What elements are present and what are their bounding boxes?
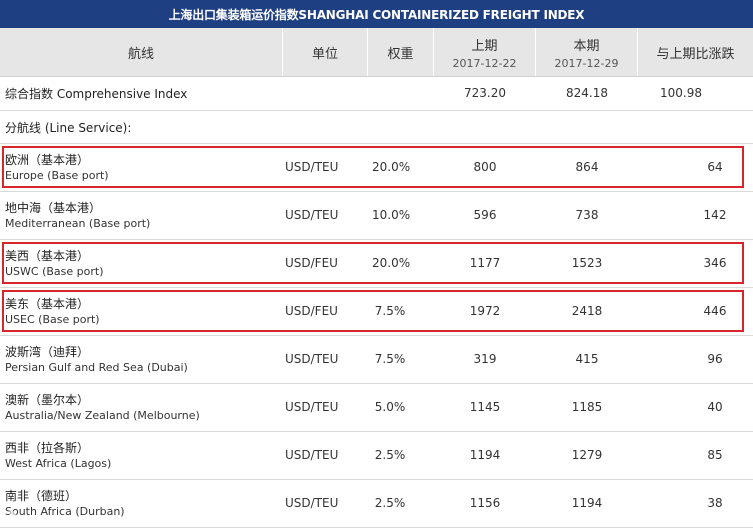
route-prev: 800 (473, 160, 497, 174)
section-row: 分航线 (Line Service): (0, 111, 753, 144)
route-curr: 864 (575, 160, 599, 174)
table-title: 上海出口集装箱运价指数SHANGHAI CONTAINERIZED FREIGH… (0, 0, 753, 28)
table-header: 航线 单位 权重 上期 2017-12-22 本期 2017-12-29 与上期… (0, 28, 753, 77)
route-name-en: USEC (Base port) (5, 313, 100, 326)
route-name: 欧洲（基本港） Europe (Base port) (5, 152, 109, 184)
route-prev: 596 (473, 208, 497, 222)
route-name-cn: 欧洲（基本港） (5, 153, 90, 167)
header-previous-label: 上期 (471, 38, 498, 54)
route-prev: 1177 (469, 256, 501, 270)
header-weight-label: 权重 (387, 46, 414, 62)
route-row: 美东（基本港） USEC (Base port) USD/FEU 7.5% 1972 24… (0, 288, 753, 336)
route-name: 美西（基本港） USWC (Base port) (5, 248, 104, 280)
route-weight: 20.0% (372, 256, 411, 270)
route-prev: 1145 (469, 400, 501, 414)
composite-curr: 824.18 (566, 86, 608, 100)
route-name-cn: 南非（德班） (5, 489, 78, 503)
route-name: 澳新（墨尔本） Australia/New Zealand (Melbourne) (5, 392, 200, 424)
route-change: 346 (703, 256, 727, 270)
route-change: 142 (703, 208, 727, 222)
route-row: 地中海（基本港） Mediterranean (Base port) USD/TEU… (0, 192, 753, 240)
route-row: 澳新（墨尔本） Australia/New Zealand (Melbourne)… (0, 384, 753, 432)
highlight-box (2, 242, 744, 284)
route-row: 美西（基本港） USWC (Base port) USD/FEU 20.0% 1177 1… (0, 240, 753, 288)
composite-change: 100.98 (660, 86, 702, 100)
route-name-en: Australia/New Zealand (Melbourne) (5, 409, 200, 422)
route-change: 38 (707, 496, 723, 510)
composite-name: 综合指数 Comprehensive Index (5, 87, 188, 101)
route-row: 南非（德班） South Africa (Durban) USD/TEU 2.5% 11… (0, 480, 753, 528)
route-unit: USD/TEU (285, 400, 339, 414)
route-name-cn: 美东（基本港） (5, 297, 90, 311)
route-name-cn: 波斯湾（迪拜） (5, 345, 90, 359)
route-curr: 1194 (571, 496, 603, 510)
header-route: 航线 (0, 28, 283, 76)
route-name-en: USWC (Base port) (5, 265, 104, 278)
route-weight: 7.5% (374, 304, 406, 318)
route-prev: 1194 (469, 448, 501, 462)
composite-prev: 723.20 (464, 86, 506, 100)
route-weight: 7.5% (374, 352, 406, 366)
section-label: 分航线 (Line Service): (5, 121, 132, 135)
route-change: 64 (707, 160, 723, 174)
route-change: 85 (707, 448, 723, 462)
route-curr: 1279 (571, 448, 603, 462)
watermark: ▪ (8, 506, 18, 522)
route-weight: 10.0% (372, 208, 411, 222)
route-curr: 415 (575, 352, 599, 366)
route-name-en: Mediterranean (Base port) (5, 217, 151, 230)
route-unit: USD/TEU (285, 208, 339, 222)
route-weight: 2.5% (374, 448, 406, 462)
header-unit-label: 单位 (311, 46, 338, 62)
route-curr: 1523 (571, 256, 603, 270)
route-prev: 319 (473, 352, 497, 366)
route-change: 446 (703, 304, 727, 318)
route-row: 西非（拉各斯） West Africa (Lagos) USD/TEU 2.5% 119… (0, 432, 753, 480)
route-name: 地中海（基本港） Mediterranean (Base port) (5, 200, 150, 232)
route-prev: 1972 (469, 304, 501, 318)
route-change: 40 (707, 400, 723, 414)
route-name-cn: 西非（拉各斯） (5, 441, 90, 455)
route-name-en: West Africa (Lagos) (5, 457, 112, 470)
header-current: 本期 2017-12-29 (536, 28, 638, 76)
route-row: 波斯湾（迪拜） Persian Gulf and Red Sea (Dubai) U… (0, 336, 753, 384)
composite-row: 综合指数 Comprehensive Index 723.20 824.18 1… (0, 77, 753, 111)
header-current-label: 本期 (573, 38, 600, 54)
route-weight: 2.5% (374, 496, 406, 510)
route-unit: USD/TEU (285, 496, 339, 510)
route-name-cn: 地中海（基本港） (5, 201, 102, 215)
route-name-cn: 美西（基本港） (5, 249, 90, 263)
header-unit: 单位 (283, 28, 368, 76)
route-curr: 2418 (571, 304, 603, 318)
header-previous-date: 2017-12-22 (452, 56, 517, 70)
route-name: 南非（德班） South Africa (Durban) (5, 488, 125, 520)
header-current-date: 2017-12-29 (554, 56, 619, 70)
route-unit: USD/TEU (285, 160, 339, 174)
route-unit: USD/FEU (285, 256, 338, 270)
route-prev: 1156 (469, 496, 501, 510)
route-name-en: Persian Gulf and Red Sea (Dubai) (5, 361, 188, 374)
route-unit: USD/FEU (285, 304, 338, 318)
route-curr: 738 (575, 208, 599, 222)
route-name: 美东（基本港） USEC (Base port) (5, 296, 100, 328)
route-row: 欧洲（基本港） Europe (Base port) USD/TEU 20.0% 800… (0, 144, 753, 192)
route-weight: 5.0% (374, 400, 406, 414)
header-route-label: 航线 (127, 46, 154, 62)
route-weight: 20.0% (372, 160, 411, 174)
header-change: 与上期比涨跌 (638, 28, 753, 76)
header-weight: 权重 (368, 28, 434, 76)
route-name: 波斯湾（迪拜） Persian Gulf and Red Sea (Dubai) (5, 344, 188, 376)
route-name-en: Europe (Base port) (5, 169, 109, 182)
route-curr: 1185 (571, 400, 603, 414)
route-change: 96 (707, 352, 723, 366)
route-name-cn: 澳新（墨尔本） (5, 393, 90, 407)
route-unit: USD/TEU (285, 352, 339, 366)
header-previous: 上期 2017-12-22 (434, 28, 536, 76)
highlight-box (2, 290, 744, 332)
route-name-en: South Africa (Durban) (5, 505, 125, 518)
route-name: 西非（拉各斯） West Africa (Lagos) (5, 440, 111, 472)
header-change-label: 与上期比涨跌 (656, 46, 735, 62)
route-unit: USD/TEU (285, 448, 339, 462)
highlight-box (2, 146, 744, 188)
